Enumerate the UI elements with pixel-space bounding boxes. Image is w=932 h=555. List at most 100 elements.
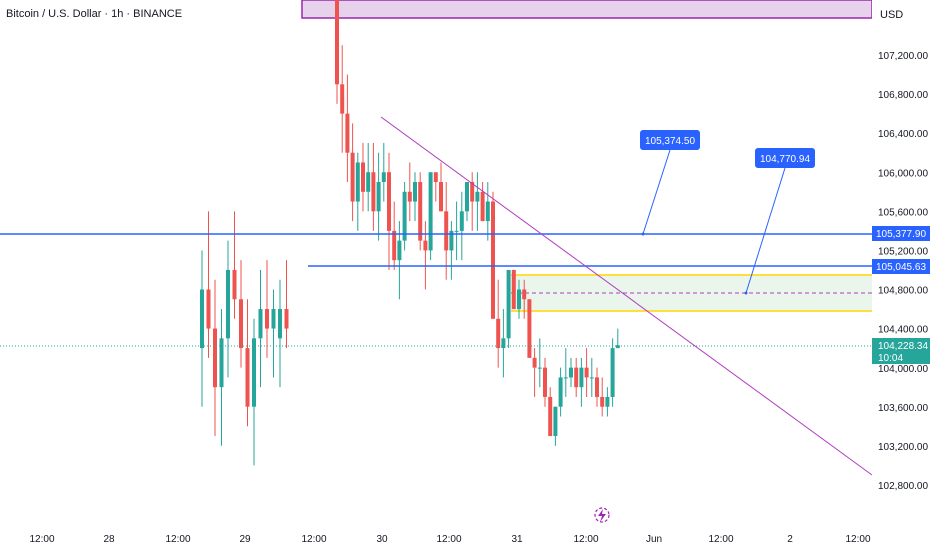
candle[interactable] [485,182,490,241]
candle[interactable] [605,387,610,417]
candle[interactable] [423,221,428,290]
candle[interactable] [258,269,263,388]
candle[interactable] [350,123,355,222]
candle[interactable] [245,299,250,427]
candle[interactable] [252,318,256,466]
current-price-label-bg [872,338,930,364]
candle[interactable] [444,182,449,280]
candle[interactable] [387,152,391,270]
candle[interactable] [532,348,537,397]
candle[interactable] [366,142,371,212]
current-price-label: 104,228.34 10:04 [872,338,930,364]
candle[interactable] [506,269,511,349]
candle[interactable] [345,74,350,183]
candle[interactable] [284,260,289,349]
candle[interactable] [376,152,381,241]
candle[interactable] [600,377,605,417]
candle[interactable] [381,142,386,202]
candle[interactable] [501,309,506,378]
candle-body [376,182,381,212]
candle-body [361,162,365,192]
candle[interactable] [537,338,542,388]
candle[interactable] [407,162,412,222]
price-tick-label: 106,400.00 [878,129,928,140]
candle[interactable] [449,221,454,280]
candle[interactable] [392,201,397,270]
candle[interactable] [428,172,433,261]
candle[interactable] [459,191,464,261]
level-label-105045-text: 105,045.63 [876,262,926,273]
symbol-title[interactable]: Bitcoin / U.S. Dollar · 1h · BINANCE [6,8,183,20]
candle[interactable] [527,299,532,358]
candle-body [491,201,495,319]
candle[interactable] [265,260,269,358]
candle[interactable] [595,367,599,407]
lightning-icon[interactable] [594,507,610,523]
candle[interactable] [563,348,568,397]
candle[interactable] [615,328,620,349]
candle[interactable] [465,182,469,222]
time-tick-label: 12:00 [573,534,598,545]
lines-layer [0,116,873,476]
candle[interactable] [584,348,589,397]
candle[interactable] [558,367,563,417]
trendline[interactable] [380,116,873,476]
candle[interactable] [548,387,553,437]
candle[interactable] [517,279,521,319]
candle[interactable] [511,269,516,310]
candle[interactable] [413,172,417,222]
candle[interactable] [355,152,360,231]
candle[interactable] [439,162,443,212]
candle-body [239,299,243,349]
candle[interactable] [543,357,547,407]
callout-1-pointer [642,149,671,235]
candle-body [600,396,605,407]
candle[interactable] [454,201,459,261]
price-tick-label: 104,000.00 [878,364,928,375]
candle[interactable] [522,279,527,319]
candle[interactable] [470,172,475,231]
candle[interactable] [226,240,230,378]
candle[interactable] [418,172,423,251]
candle[interactable] [361,142,365,212]
candle-body [213,328,217,388]
candle[interactable] [213,279,217,437]
candle-body [407,191,412,202]
candle-body [548,396,553,437]
candle[interactable] [433,172,438,202]
candle-body [517,289,521,310]
candle-body [543,367,547,397]
candle[interactable] [579,357,584,407]
candle[interactable] [239,260,243,368]
candle[interactable] [371,142,376,231]
candle[interactable] [589,357,594,397]
supply-zone[interactable] [301,0,873,19]
candle[interactable] [480,182,485,222]
demand-zone[interactable] [511,275,872,311]
candle[interactable] [219,309,224,446]
callout-1-anchor [641,232,645,236]
time-tick-label: 12:00 [845,534,870,545]
candle[interactable] [496,279,501,368]
candle[interactable] [610,338,615,407]
candle[interactable] [491,191,495,319]
candle[interactable] [569,357,573,388]
candle[interactable] [200,250,204,407]
time-axis[interactable]: 12:00 28 12:00 29 12:00 30 12:00 31 12:00 Jun 12:0… [29,534,870,545]
candle[interactable] [278,279,282,388]
callout-1[interactable]: 105,374.50 [640,130,700,150]
callout-2[interactable]: 104,770.94 [755,148,815,168]
candle[interactable] [271,289,276,378]
candle[interactable] [397,221,402,300]
candle[interactable] [340,45,345,153]
candle[interactable] [206,211,211,358]
candle[interactable] [475,172,480,231]
currency-label[interactable]: USD [880,9,904,21]
candle[interactable] [574,357,579,397]
candle[interactable] [232,211,237,319]
candle[interactable] [335,0,339,104]
candle[interactable] [553,406,558,446]
candle[interactable] [402,182,407,251]
